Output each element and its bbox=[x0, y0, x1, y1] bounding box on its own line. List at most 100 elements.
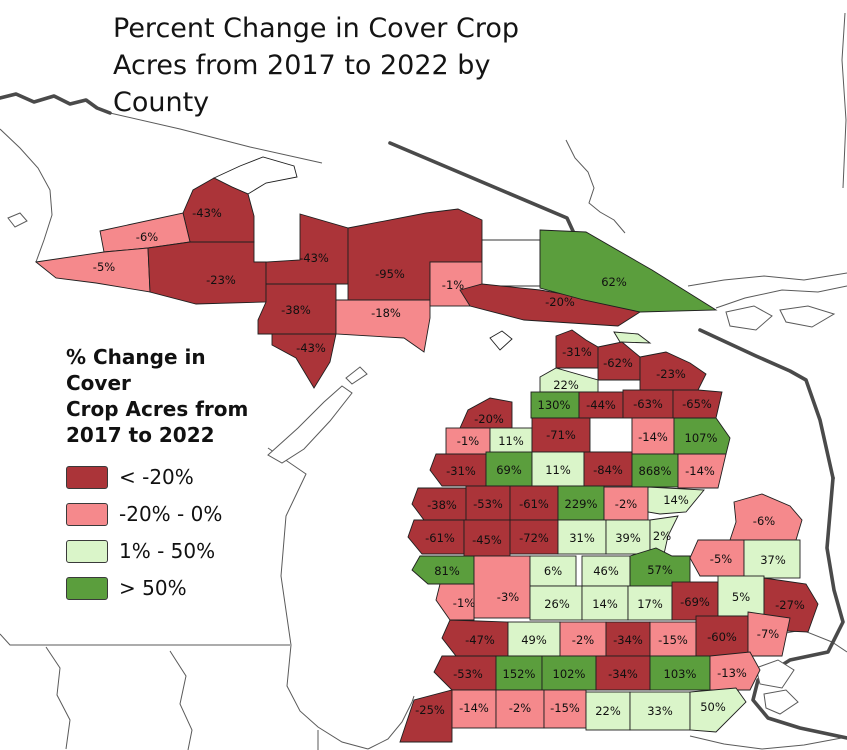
county-value-label: -23% bbox=[206, 273, 236, 287]
county-region bbox=[673, 417, 731, 455]
county-region bbox=[677, 453, 727, 489]
county-value-label: 11% bbox=[545, 463, 571, 477]
legend-item-label: < -20% bbox=[119, 465, 194, 489]
county-region bbox=[695, 615, 749, 657]
county-region bbox=[603, 486, 649, 521]
county-value-label: 868% bbox=[639, 464, 672, 478]
county-value-label: -15% bbox=[658, 633, 688, 647]
county-value-label: -62% bbox=[603, 356, 633, 370]
county-value-label: -3% bbox=[497, 590, 519, 604]
county-value-label: 103% bbox=[664, 667, 697, 681]
coastline bbox=[0, 633, 290, 646]
coastline bbox=[45, 646, 71, 750]
county-value-label: -5% bbox=[93, 260, 115, 274]
county-value-label: -60% bbox=[707, 630, 737, 644]
county-value-label: -18% bbox=[371, 306, 401, 320]
county-region bbox=[509, 519, 559, 555]
legend-item-label: 1% - 50% bbox=[119, 539, 216, 563]
county-region bbox=[531, 417, 591, 453]
county-region bbox=[649, 621, 697, 657]
county-value-label: 69% bbox=[496, 463, 522, 477]
county-value-label: -47% bbox=[465, 633, 495, 647]
coastline bbox=[715, 285, 847, 309]
county-value-label: 31% bbox=[569, 531, 595, 545]
county-value-label: -69% bbox=[680, 595, 710, 609]
island-outline bbox=[725, 305, 773, 331]
legend-swatch-light-green bbox=[66, 539, 108, 563]
map-title-line: Percent Change in Cover Crop bbox=[113, 13, 519, 44]
county-value-label: -2% bbox=[572, 633, 594, 647]
county-value-label: 22% bbox=[595, 704, 621, 718]
county-value-label: -31% bbox=[446, 464, 476, 478]
county-value-label: -6% bbox=[136, 230, 158, 244]
legend-swatch-dark-red bbox=[66, 465, 108, 489]
county-value-label: -7% bbox=[757, 627, 779, 641]
county-value-label: -34% bbox=[608, 667, 638, 681]
county-value-label: 62% bbox=[601, 275, 627, 289]
county-region bbox=[589, 417, 633, 453]
county-region bbox=[529, 585, 583, 621]
county-value-label: 107% bbox=[685, 431, 718, 445]
county-value-label: -1% bbox=[457, 434, 479, 448]
county-value-label: 39% bbox=[615, 531, 641, 545]
legend-items: < -20% -20% - 0% 1% - 50% > 50% bbox=[66, 465, 276, 600]
coastline bbox=[267, 447, 369, 750]
county-value-label: 14% bbox=[663, 493, 689, 507]
island-outline bbox=[267, 385, 353, 464]
county-value-label: -38% bbox=[427, 498, 457, 512]
county-region bbox=[627, 585, 673, 621]
county-value-label: -27% bbox=[775, 598, 805, 612]
county-region bbox=[489, 427, 533, 455]
county-value-label: -2% bbox=[509, 701, 531, 715]
county-value-label: -13% bbox=[717, 666, 747, 680]
county-value-label: 49% bbox=[521, 633, 547, 647]
county-region bbox=[729, 493, 803, 541]
international-border-line bbox=[751, 476, 847, 740]
coastline bbox=[687, 272, 847, 287]
coastline bbox=[367, 695, 415, 750]
county-region bbox=[495, 655, 543, 691]
county-region bbox=[647, 486, 705, 515]
county-value-label: -1% bbox=[442, 278, 464, 292]
county-region bbox=[631, 417, 675, 455]
island-outline bbox=[7, 212, 28, 228]
legend-item: < -20% bbox=[66, 465, 276, 489]
county-value-label: 152% bbox=[503, 667, 536, 681]
county-region bbox=[595, 655, 651, 691]
county-value-label: -53% bbox=[453, 667, 483, 681]
county-value-label: -95% bbox=[375, 267, 405, 281]
county-region bbox=[581, 585, 629, 621]
county-region bbox=[747, 611, 791, 657]
county-region bbox=[481, 239, 541, 287]
county-region bbox=[581, 555, 631, 587]
island-outline bbox=[763, 689, 799, 715]
county-region bbox=[689, 687, 747, 733]
county-region bbox=[507, 621, 561, 657]
legend-item: -20% - 0% bbox=[66, 502, 276, 526]
county-value-label: -15% bbox=[550, 701, 580, 715]
island-outline bbox=[779, 305, 836, 328]
county-region bbox=[529, 555, 577, 587]
county-value-label: -14% bbox=[638, 430, 668, 444]
county-value-label: -43% bbox=[299, 251, 329, 265]
international-border-line bbox=[0, 92, 112, 115]
county-value-label: -5% bbox=[710, 552, 732, 566]
county-value-label: 46% bbox=[593, 564, 619, 578]
legend: % Change in Cover Crop Acres from 2017 t… bbox=[66, 344, 276, 613]
county-region bbox=[473, 555, 531, 619]
county-value-label: -20% bbox=[545, 295, 575, 309]
county-region bbox=[485, 451, 533, 487]
county-value-label: 5% bbox=[732, 590, 750, 604]
county-region bbox=[539, 367, 599, 393]
county-region bbox=[557, 485, 605, 521]
legend-swatch-dark-green bbox=[66, 576, 108, 600]
county-value-label: -20% bbox=[474, 412, 504, 426]
county-region bbox=[463, 519, 511, 557]
county-value-label: 57% bbox=[647, 563, 673, 577]
county-region bbox=[451, 689, 497, 729]
coastline bbox=[841, 12, 847, 189]
county-value-label: 22% bbox=[553, 378, 579, 392]
coastline bbox=[689, 735, 847, 750]
county-value-label: -1% bbox=[453, 596, 475, 610]
county-region bbox=[649, 515, 679, 555]
